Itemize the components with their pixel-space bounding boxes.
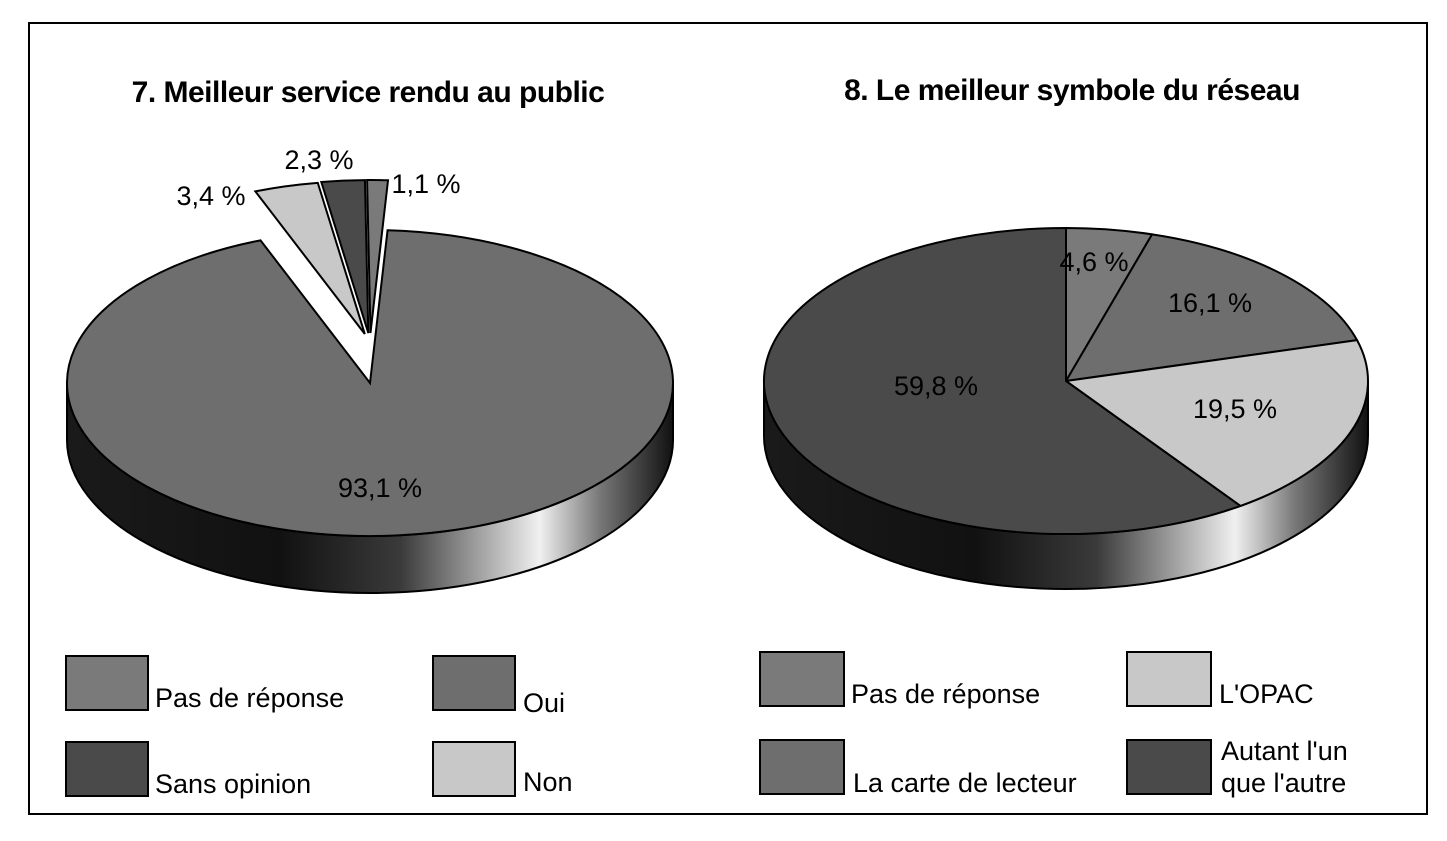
pie-chart-1	[66, 179, 674, 594]
legend-1-oui: Oui	[523, 688, 565, 718]
legend-1-sans-opinion: Sans opinion	[155, 769, 311, 799]
legend-2-swatch-carte	[759, 739, 845, 795]
legend-1-swatch-sans-opinion	[65, 741, 149, 797]
legend-2-swatch-opac	[1126, 651, 1212, 707]
legend-2-swatch-autant	[1126, 739, 1212, 795]
legend-2-autant-line-2: que l'autre	[1221, 768, 1346, 798]
legend-2-autant-line-1: Autant l'un	[1221, 736, 1348, 766]
pie-1-slice-sans-opinion	[319, 179, 370, 334]
pie-1-slice-non	[253, 181, 366, 335]
legend-2-swatch-pas-de-reponse	[759, 651, 845, 707]
legend-1-swatch-pas-de-reponse	[65, 655, 149, 711]
chart-2-title: 8. Le meilleur symbole du réseau	[844, 74, 1300, 107]
chart-1-label-sans-opinion: 2,3 %	[284, 145, 353, 175]
legend-1-swatch-oui	[432, 655, 516, 711]
legend-1-swatch-non	[432, 741, 516, 797]
chart-1-title: 7. Meilleur service rendu au public	[132, 76, 605, 109]
chart-2-label-carte: 16,1 %	[1168, 288, 1252, 318]
legend-2-carte: La carte de lecteur	[853, 768, 1077, 798]
chart-2-label-opac: 19,5 %	[1193, 394, 1277, 424]
pie-2-slice-autant	[763, 226, 1243, 535]
chart-2-label-pas-de-reponse: 4,6 %	[1059, 247, 1128, 277]
pie-1-slice-oui	[66, 229, 674, 537]
legend-2-pas-de-reponse: Pas de réponse	[851, 679, 1040, 709]
legend-1-pas-de-reponse: Pas de réponse	[155, 683, 344, 713]
legend-2-autant: Autant l'un que l'autre	[1221, 736, 1355, 798]
legend-1-non: Non	[523, 767, 573, 797]
chart-2-label-autant: 59,8 %	[894, 371, 978, 401]
legend-2-opac: L'OPAC	[1219, 679, 1314, 709]
chart-1-label-oui: 93,1 %	[338, 473, 422, 503]
pie-2-slice-opac	[1063, 339, 1369, 508]
pie-chart-2	[763, 226, 1369, 590]
pie-2-slice-carte	[1064, 233, 1359, 383]
pie-1-slice-pas-de-reponse	[366, 179, 390, 334]
chart-1-label-non: 3,4 %	[176, 181, 245, 211]
chart-1-label-pas-de-reponse: 1,1 %	[391, 169, 460, 199]
